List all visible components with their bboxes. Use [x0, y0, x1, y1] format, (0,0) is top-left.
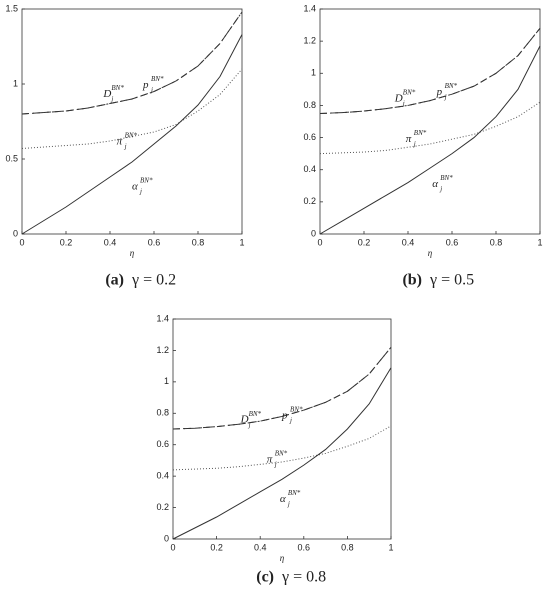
x-tick-label: 0.2 [60, 237, 73, 247]
x-axis-label: η [280, 553, 285, 563]
series-label-sup: BN* [151, 75, 164, 83]
series-label: α [280, 493, 286, 505]
series-line [172, 367, 392, 540]
x-tick-label: 0 [317, 237, 322, 247]
x-tick-label: 0.8 [192, 237, 205, 247]
x-tick-label: 0.8 [490, 237, 503, 247]
y-tick-label: 0.4 [303, 164, 316, 174]
series-label-sub: j [402, 100, 405, 108]
series-label: D [394, 93, 403, 105]
series-label-sub: j [444, 93, 447, 101]
series-label: π [117, 135, 123, 147]
y-tick-label: 1.4 [156, 313, 169, 323]
series-label: α [132, 180, 138, 192]
series-label-sup: BN* [445, 82, 458, 90]
series-label: α [432, 178, 438, 190]
x-axis-label: η [130, 248, 135, 258]
series-label-sup: BN* [125, 131, 138, 139]
x-tick-label: 0.4 [254, 542, 267, 552]
series-label-sub: j [413, 140, 416, 148]
y-tick-label: 1.2 [156, 345, 169, 355]
series-label-sup: BN* [288, 489, 301, 497]
series-label-sup: BN* [290, 405, 303, 413]
series-label-sup: BN* [440, 174, 453, 182]
series-line [21, 34, 243, 235]
y-tick-label: 1.5 [5, 3, 18, 13]
y-tick-label: 0.6 [156, 439, 169, 449]
y-tick-label: 0.8 [156, 408, 169, 418]
x-tick-label: 0.2 [358, 237, 371, 247]
x-tick-label: 0.2 [210, 542, 223, 552]
y-tick-label: 1.2 [303, 36, 316, 46]
x-tick-label: 0.8 [341, 542, 354, 552]
y-tick-label: 0.6 [303, 132, 316, 142]
plot-frame [319, 8, 541, 235]
x-tick-label: 0.6 [298, 542, 311, 552]
x-tick-label: 0.4 [402, 237, 415, 247]
x-axis-label: η [428, 248, 433, 258]
plot-frame [21, 8, 243, 235]
series-label-sub: j [274, 460, 277, 468]
y-tick-label: 0.5 [5, 153, 18, 163]
plot-frame [172, 318, 392, 540]
series-label-sub: j [439, 185, 442, 193]
x-tick-label: 0.6 [148, 237, 161, 247]
x-tick-label: 1 [388, 542, 393, 552]
series-line [172, 425, 392, 471]
y-tick-label: 1 [13, 78, 18, 88]
series-label-sup: BN* [414, 129, 427, 137]
series-label: D [240, 414, 249, 426]
y-tick-label: 0.4 [156, 471, 169, 481]
series-label-sub: j [289, 416, 292, 424]
x-tick-label: 0.6 [446, 237, 459, 247]
series-label: p [142, 79, 149, 91]
series-line [319, 27, 541, 114]
series-label-sub: j [124, 142, 127, 150]
series-label-sup: BN* [403, 89, 416, 97]
series-label-sup: BN* [140, 176, 153, 184]
x-tick-label: 1 [537, 237, 542, 247]
series-label: D [102, 88, 111, 100]
series-line [172, 346, 392, 430]
series-line [319, 45, 541, 235]
series-label-sup: BN* [275, 449, 288, 457]
series-label: p [281, 409, 288, 421]
panel-label: (a) [105, 272, 124, 289]
series-line [21, 68, 243, 149]
series-label-sub: j [248, 421, 251, 429]
caption: γ = 0.5 [429, 272, 474, 289]
series-line [319, 101, 541, 155]
y-tick-label: 0.2 [156, 502, 169, 512]
series-line [21, 11, 243, 115]
series-label: π [267, 453, 273, 465]
caption: γ = 0.8 [281, 569, 326, 586]
x-tick-label: 0.4 [104, 237, 117, 247]
series-label-sup: BN* [111, 84, 124, 92]
y-tick-label: 0.8 [303, 100, 316, 110]
y-tick-label: 0 [13, 228, 18, 238]
y-tick-label: 1.4 [303, 3, 316, 13]
series-label-sub: j [150, 86, 153, 94]
series-label: π [406, 133, 412, 145]
series-label-sub: j [139, 187, 142, 195]
series-label-sub: j [287, 500, 290, 508]
x-tick-label: 0 [19, 237, 24, 247]
y-tick-label: 1 [164, 376, 169, 386]
series-label-sub: j [110, 95, 113, 103]
y-tick-label: 0 [311, 228, 316, 238]
y-tick-label: 0.2 [303, 196, 316, 206]
panel-label: (c) [256, 569, 274, 586]
series-label: p [436, 86, 443, 98]
series-label-sup: BN* [249, 410, 262, 418]
x-tick-label: 1 [239, 237, 244, 247]
y-tick-label: 0 [164, 533, 169, 543]
y-tick-label: 1 [311, 68, 316, 78]
x-tick-label: 0 [170, 542, 175, 552]
panel-label: (b) [402, 272, 422, 289]
caption: γ = 0.2 [131, 272, 176, 289]
